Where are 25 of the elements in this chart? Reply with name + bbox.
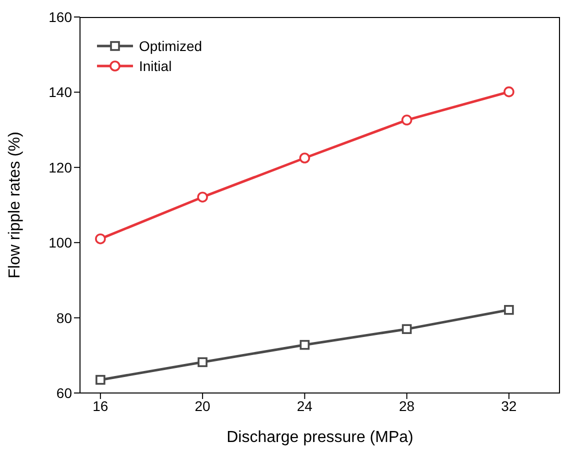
y-tick-label: 160 xyxy=(48,8,72,25)
x-tick-label: 28 xyxy=(399,398,415,414)
x-tick-label: 20 xyxy=(194,398,211,414)
point xyxy=(198,357,208,368)
y-tick-label: 140 xyxy=(48,84,72,100)
point xyxy=(95,233,106,244)
y-tick-label: 120 xyxy=(48,159,72,176)
y-tick-label: 100 xyxy=(48,234,72,251)
point xyxy=(197,192,208,203)
point xyxy=(401,114,412,126)
point xyxy=(504,86,514,98)
point xyxy=(299,152,310,164)
legend-label: Optimized xyxy=(139,38,202,54)
x-axis-title: Discharge pressure (MPa) xyxy=(226,429,414,446)
y-tick-label: 60 xyxy=(56,384,72,401)
point xyxy=(504,305,514,315)
x-tick-label: 32 xyxy=(501,398,517,414)
point xyxy=(402,324,412,334)
point xyxy=(300,340,310,350)
y-axis-title: Flow ripple rates (%) xyxy=(6,132,24,278)
y-tick-label: 80 xyxy=(56,310,72,326)
legend-label: Initial xyxy=(139,58,172,74)
point xyxy=(96,374,106,385)
x-tick-label: 16 xyxy=(92,398,108,414)
x-tick-label: 24 xyxy=(296,398,313,414)
